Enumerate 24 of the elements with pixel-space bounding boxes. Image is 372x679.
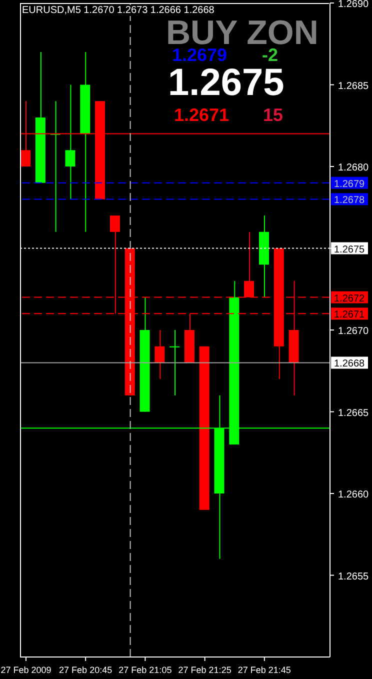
chart-title: EURUSD,M5 1.2670 1.2673 1.2666 1.2668 bbox=[22, 5, 214, 16]
annotation: 1.2675 bbox=[168, 62, 284, 104]
y-tick-label: 1.2665 bbox=[338, 408, 370, 419]
x-tick-label: 27 Feb 21:45 bbox=[238, 665, 291, 675]
y-tick-label: 1.2685 bbox=[338, 80, 370, 92]
annotation: -2 bbox=[262, 45, 278, 65]
ref-line-label: 1.2671 bbox=[334, 310, 366, 321]
x-tick-label: 27 Feb 2009 bbox=[0, 665, 52, 675]
y-tick-label: 1.2690 bbox=[338, 0, 370, 10]
ref-line-label: 1.2672 bbox=[334, 293, 366, 304]
ref-line-label: 1.2675 bbox=[334, 244, 366, 256]
annotation: 15 bbox=[263, 105, 284, 125]
y-tick-label: 1.2670 bbox=[338, 326, 370, 337]
y-tick-label: 1.2655 bbox=[338, 571, 370, 582]
annotation: 1.2671 bbox=[174, 105, 230, 125]
candlestick bbox=[170, 330, 180, 396]
ref-line-label: 1.2679 bbox=[334, 178, 366, 190]
y-tick-label: 1.2680 bbox=[338, 162, 370, 174]
ref-line-label: 1.2678 bbox=[334, 195, 366, 206]
x-tick-label: 27 Feb 21:25 bbox=[178, 665, 232, 675]
x-tick-label: 27 Feb 20:45 bbox=[59, 665, 112, 675]
ref-line-label: 1.2668 bbox=[334, 358, 366, 370]
x-tick-label: 27 Feb 21:05 bbox=[118, 665, 172, 675]
y-tick-label: 1.2660 bbox=[338, 490, 370, 500]
